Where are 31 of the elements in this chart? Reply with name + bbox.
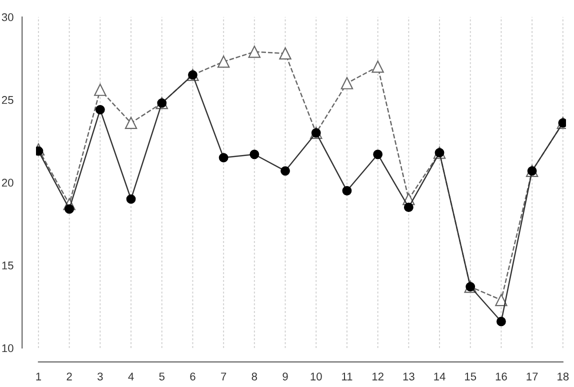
x-tick-label: 1: [36, 372, 42, 380]
y-tick-label: 15: [2, 262, 14, 270]
point: [279, 47, 292, 60]
point: [340, 77, 354, 90]
point: [217, 56, 230, 68]
y-tick-label: 10: [2, 344, 14, 352]
x-tick-label: 16: [496, 372, 507, 380]
y-tick-label: 25: [2, 96, 14, 104]
x-tick-label: 11: [342, 372, 352, 380]
point: [248, 46, 261, 58]
x-tick-label: 6: [190, 372, 196, 380]
x-tick-label: 13: [403, 372, 414, 380]
point: [495, 294, 508, 306]
x-tick-label: 15: [465, 372, 476, 380]
x-tick-label: 10: [310, 372, 322, 380]
x-tick-label: 8: [252, 372, 258, 380]
x-tick-label: 9: [282, 372, 288, 380]
y-tick-label: 20: [2, 178, 14, 187]
x-tick-label: 2: [66, 372, 72, 380]
y-tick-label: 30: [2, 13, 14, 22]
point: [124, 116, 138, 130]
x-tick-label: 18: [558, 372, 569, 380]
point: [94, 84, 106, 96]
point: [372, 60, 384, 73]
x-tick-label: 12: [372, 372, 384, 380]
x-tick-label: 3: [98, 372, 103, 380]
x-tick-label: 17: [526, 372, 538, 380]
x-tick-label: 7: [221, 372, 226, 380]
x-tick-label: 5: [159, 372, 164, 380]
x-tick-label: 14: [434, 372, 446, 380]
x-tick-label: 4: [128, 372, 134, 380]
